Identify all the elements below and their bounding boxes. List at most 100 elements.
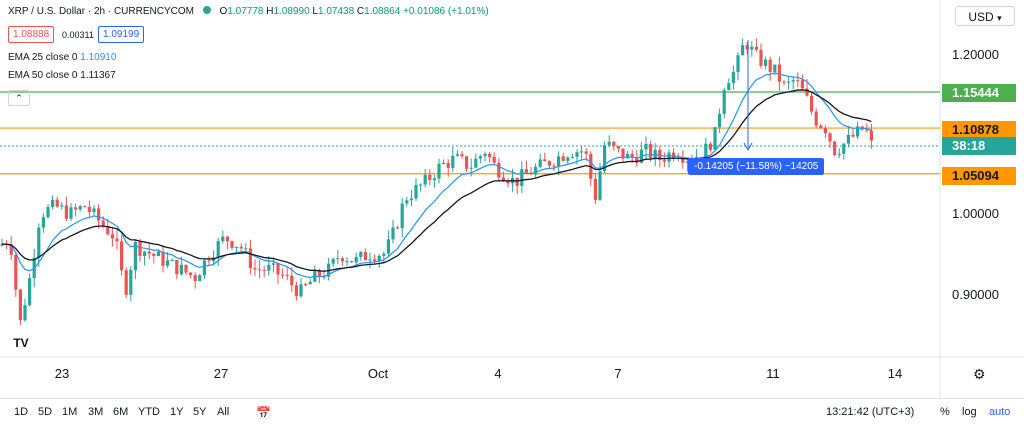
clock-time[interactable]: 13:21:42 (UTC+3) — [826, 406, 915, 418]
candle-body — [78, 206, 82, 210]
candle-body — [322, 276, 326, 278]
x-tick-label: 23 — [54, 366, 70, 381]
ohlc-low-label: L — [312, 6, 318, 17]
range-6m-button[interactable]: 6M — [113, 406, 129, 418]
settings-gear-icon[interactable]: ⚙ — [973, 366, 986, 382]
candle-body — [184, 264, 188, 273]
candle-body — [414, 184, 418, 199]
orange-upper-tag: 1.10878 — [942, 121, 1016, 139]
range-5y-button[interactable]: 5Y — [193, 406, 207, 418]
candle-body — [580, 151, 584, 153]
candle-body — [616, 146, 620, 149]
range-1d-button[interactable]: 1D — [14, 406, 29, 418]
candle-body — [83, 206, 87, 208]
candle-body — [626, 153, 630, 159]
candle-body — [37, 227, 41, 258]
x-tick-label: 27 — [213, 366, 229, 381]
candle-body — [152, 253, 156, 256]
candle-body — [124, 270, 128, 295]
ohlc-open: 1.07778 — [227, 6, 264, 17]
buy-price-button[interactable]: 1.09199 — [98, 26, 145, 43]
candle-body — [584, 151, 588, 154]
collapse-legend-button[interactable]: ⌃ — [8, 90, 30, 106]
candle-body — [120, 241, 124, 271]
candle-body — [281, 274, 285, 276]
candle-body — [846, 134, 850, 144]
candle-body — [193, 275, 197, 282]
candle-body — [41, 217, 45, 228]
candle-body — [782, 81, 786, 83]
candle-body — [262, 269, 266, 271]
ohlc-high-label: H — [266, 6, 274, 17]
ema25-value: 1.10910 — [80, 52, 117, 63]
measure-label: -0.14205 (−11.58%) −14205 — [688, 158, 825, 175]
range-1m-button[interactable]: 1M — [62, 406, 78, 418]
range-ytd-button[interactable]: YTD — [138, 406, 160, 418]
candle-body — [552, 165, 556, 167]
candle-body — [451, 155, 455, 168]
ohlc-close: 1.08864 — [364, 6, 401, 17]
candle-body — [294, 285, 298, 297]
candle-body — [363, 252, 367, 261]
ema25-line[interactable] — [1, 72, 872, 279]
candle-body — [9, 244, 13, 255]
candle-body — [345, 261, 349, 263]
ohlc-low: 1.07438 — [317, 6, 355, 17]
calendar-goto-icon[interactable]: 📅 — [256, 406, 271, 420]
spread-value: 0.00311 — [62, 30, 94, 40]
candle-body — [216, 241, 220, 258]
ema50-legend[interactable]: EMA 50 close 0 1.11367 — [8, 70, 116, 81]
candle-body — [869, 130, 873, 141]
currency-selector[interactable]: USD ▾ — [955, 6, 1015, 26]
percent-scale-toggle[interactable]: % — [940, 406, 950, 418]
y-tick-label: 1.20000 — [952, 47, 999, 62]
candle-body — [161, 251, 165, 266]
candle-body — [488, 153, 492, 157]
candle-body — [455, 154, 459, 156]
candle-body — [856, 126, 860, 137]
candle-body — [805, 88, 809, 96]
candle-body — [501, 177, 505, 182]
candle-body — [557, 156, 561, 167]
candle-body — [69, 207, 73, 219]
candle-body — [18, 289, 22, 321]
green-level-tag: 1.15444 — [942, 84, 1016, 102]
candle-body — [796, 80, 800, 82]
ema50-line[interactable] — [1, 89, 872, 272]
range-all-button[interactable]: All — [217, 406, 230, 418]
candle-body — [851, 134, 855, 137]
candle-body — [575, 152, 579, 157]
log-scale-toggle[interactable]: log — [962, 406, 977, 418]
candle-body — [74, 207, 78, 210]
candle-body — [133, 242, 137, 271]
ohlc-change: +0.01086 (+1.01%) — [403, 6, 489, 17]
candle-body — [524, 169, 528, 173]
logo-text: TV — [13, 336, 29, 350]
candle-body — [837, 153, 841, 155]
range-3m-button[interactable]: 3M — [88, 406, 104, 418]
candle-body — [97, 208, 101, 221]
range-5d-button[interactable]: 5D — [38, 406, 53, 418]
candle-body — [317, 270, 321, 277]
candle-body — [382, 253, 386, 256]
y-tick-label: 1.00000 — [952, 206, 999, 221]
sell-price-button[interactable]: 1.08888 — [8, 26, 55, 43]
ema25-legend[interactable]: EMA 25 close 0 1.10910 — [8, 52, 116, 63]
candle-body — [340, 258, 344, 262]
candle-body — [239, 246, 243, 249]
candle-body — [607, 141, 611, 146]
bottom-toolbar: 1D 5D 1M 3M 6M YTD 1Y 5Y All 📅 13:21:42 … — [0, 398, 1024, 428]
candle-body — [768, 59, 772, 72]
ohlc-high: 1.08990 — [273, 6, 310, 17]
candle-body — [635, 157, 639, 163]
candle-body — [106, 226, 110, 235]
range-1y-button[interactable]: 1Y — [170, 406, 184, 418]
candle-body — [267, 264, 271, 271]
orange-lower-tag: 1.05094 — [942, 167, 1016, 185]
candle-body — [842, 143, 846, 154]
candle-body — [170, 259, 174, 261]
candle-body — [612, 141, 616, 147]
auto-scale-toggle[interactable]: auto — [989, 406, 1011, 418]
candle-body — [276, 263, 280, 275]
